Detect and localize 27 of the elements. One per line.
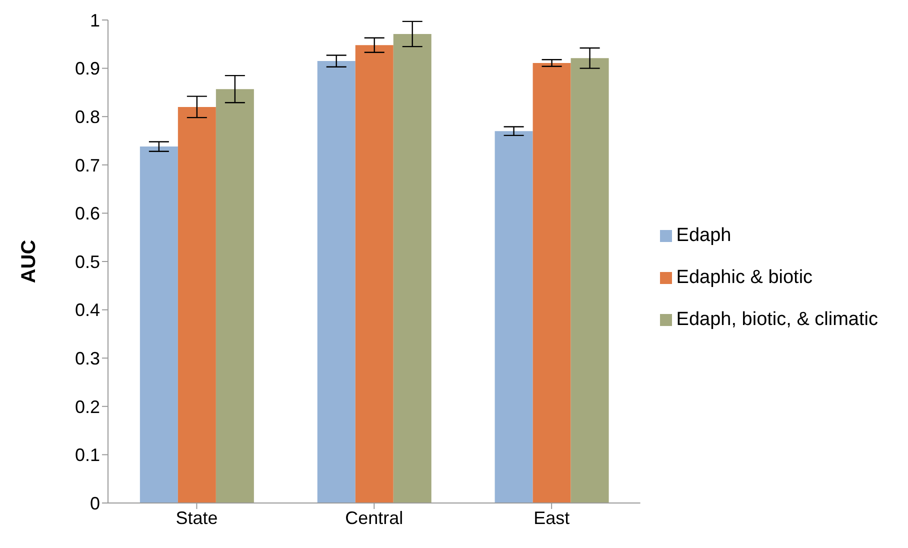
y-tick-label: 0.3 [74, 348, 100, 368]
bar [140, 146, 178, 503]
y-tick-label: 0.5 [74, 252, 100, 272]
legend-label: Edaph, biotic, & climatic [676, 309, 878, 330]
x-tick-label: State [176, 508, 218, 528]
bar [570, 58, 609, 503]
y-tick-label: 1 [90, 10, 100, 30]
legend-label: Edaphic & biotic [676, 267, 813, 288]
y-tick-label: 0.2 [74, 396, 100, 417]
x-tick-label: East [534, 508, 570, 528]
y-axis-title: AUC [18, 240, 40, 284]
y-tick-label: 0.7 [74, 155, 100, 176]
legend-label: Edaph [676, 225, 732, 246]
bar [393, 34, 432, 503]
bar [317, 61, 356, 503]
bar [532, 62, 571, 503]
bar [178, 106, 216, 503]
bar [355, 45, 394, 503]
y-tick-label: 0.9 [74, 58, 100, 79]
y-tick-label: 0.1 [74, 445, 100, 466]
bar [216, 89, 254, 503]
x-tick-label: Central [345, 508, 404, 528]
y-tick-label: 0.8 [74, 106, 100, 127]
y-tick-label: 0 [90, 493, 100, 514]
y-tick-label: 0.6 [74, 204, 100, 224]
bar [494, 131, 533, 503]
y-tick-label: 0.4 [74, 300, 100, 320]
